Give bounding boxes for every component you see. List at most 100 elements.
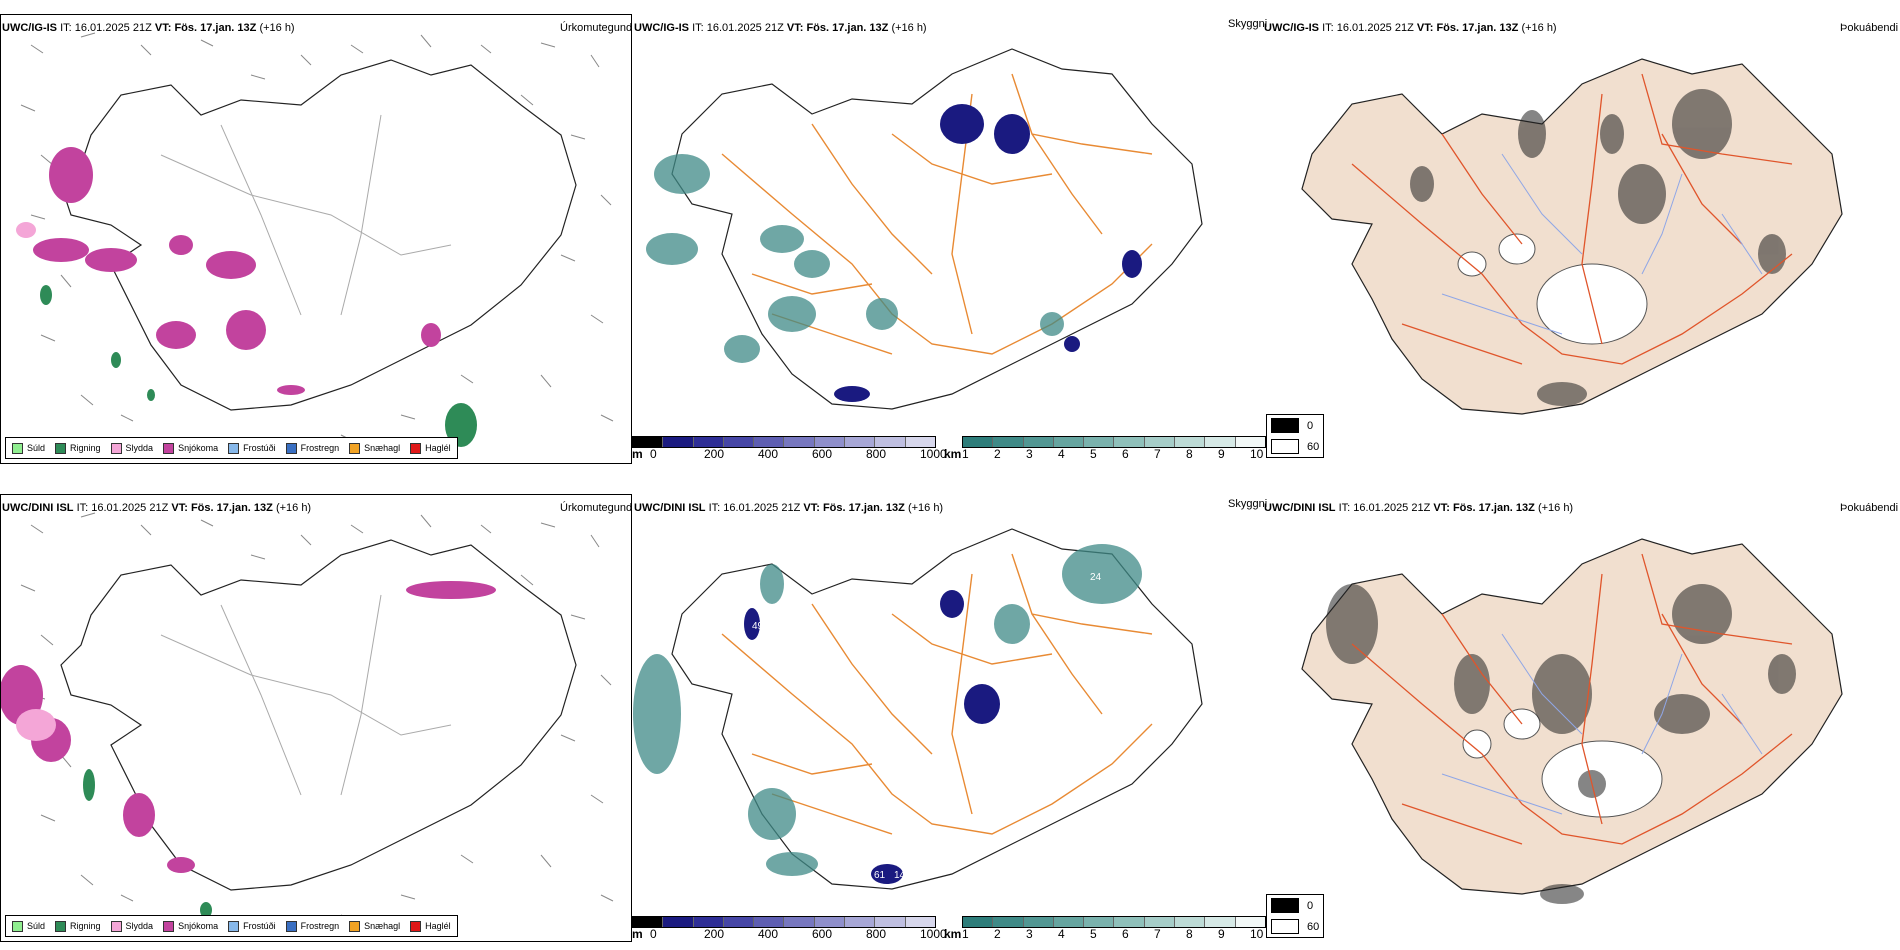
wind-barbs (20, 512, 614, 922)
fog-map-row1 (1301, 58, 1843, 415)
legend-swatch (55, 442, 67, 454)
vis-label: 23 (1142, 264, 1154, 275)
fog-map-row2 (1301, 538, 1843, 904)
colorbar-cell (1175, 917, 1206, 927)
colorbar-cell (693, 437, 724, 447)
scale-tick: 800 (866, 927, 887, 941)
height-colorbar-row1 (632, 436, 936, 448)
header-fog-row2: UWC/DINI ISL IT: 16.01.2025 21Z VT: Fös.… (1264, 502, 1574, 514)
scale-tick: 400 (758, 927, 779, 941)
colorbar-cell (754, 437, 785, 447)
fog-label: 60 (1307, 920, 1320, 933)
fog-legend-row: 60 (1267, 916, 1323, 937)
precip-legend-item: Frostúði (228, 442, 276, 454)
scale-tick: 1000 (920, 447, 947, 461)
colorbar-cell (875, 917, 906, 927)
colorbar-cell (905, 917, 935, 927)
legend-label: Snæhagl (364, 921, 401, 931)
legend-label: Frostúði (243, 443, 276, 453)
visibility-value-labels: 22 12 33 18 23 61 (702, 116, 1154, 397)
legend-swatch (410, 442, 422, 454)
wind-barbs (20, 32, 614, 442)
colorbar-cell (1235, 917, 1265, 927)
colorbar-cell (663, 917, 694, 927)
colorbar-cell (845, 437, 876, 447)
legend-swatch (55, 920, 67, 932)
legend-label: Snjókoma (178, 443, 219, 453)
colorbar-cell (1084, 917, 1115, 927)
fog-areas (1410, 89, 1786, 406)
title-visibility-row2: Skyggni (1228, 498, 1268, 510)
scale-unit: m (632, 927, 643, 941)
scale-tick: 6 (1122, 447, 1129, 461)
colorbar-cell (963, 917, 994, 927)
precip-legend-item: Súld (12, 920, 46, 932)
vis-label: 61 (932, 386, 944, 397)
scale-tick: 5 (1090, 447, 1097, 461)
vis-label: 49 (752, 621, 764, 632)
legend-label: Súld (27, 921, 46, 931)
legend-swatch (163, 920, 175, 932)
scale-tick: 5 (1090, 927, 1097, 941)
scale-tick: 3 (1026, 447, 1033, 461)
colorbar-cell (1114, 437, 1145, 447)
low-visibility (633, 544, 1142, 876)
legend-swatch (228, 920, 240, 932)
legend-label: Haglél (425, 443, 451, 453)
scale-tick: 400 (758, 447, 779, 461)
scale-tick: 200 (704, 447, 725, 461)
vis-label: 18 (1087, 151, 1099, 162)
legend-label: Haglél (425, 921, 451, 931)
precip-legend-item: Snæhagl (349, 442, 400, 454)
colorbar-cell (723, 917, 755, 927)
scale-tick: 2 (994, 927, 1001, 941)
colorbar-cell (1023, 917, 1054, 927)
very-low-visibility (744, 590, 1000, 884)
legend-label: Rigning (70, 443, 101, 453)
colorbar-cell (633, 917, 664, 927)
fog-swatch (1271, 919, 1299, 934)
legend-swatch (410, 920, 422, 932)
fog-label: 0 (1307, 899, 1314, 912)
fog-panel-row2 (1262, 494, 1900, 942)
colorbar-cell (633, 437, 664, 447)
legend-swatch (349, 442, 361, 454)
colorbar-cell (1144, 437, 1176, 447)
rain-areas (40, 285, 477, 447)
scale-tick: 2 (994, 447, 1001, 461)
legend-label: Frostregn (300, 921, 340, 931)
colorbar-cell (814, 917, 846, 927)
header-visibility-row1: UWC/IG-IS IT: 16.01.2025 21Z VT: Fös. 17… (634, 22, 927, 34)
header-visibility-row2: UWC/DINI ISL IT: 16.01.2025 21Z VT: Fös.… (634, 502, 944, 514)
title-fog-row2: Þokuábendi (1840, 502, 1899, 514)
precip-map-row2 (1, 512, 614, 922)
scale-tick: 4 (1058, 927, 1065, 941)
precip-panel-row2: Súld Rigning Slydda Snjókoma Frostúði Frostre… (0, 494, 632, 942)
legend-label: Rigning (70, 921, 101, 931)
fog-swatch (1271, 439, 1299, 454)
colorbar-cell (875, 437, 906, 447)
visibility-panel-row2: 24 12 49 61 14 (632, 494, 1262, 942)
legend-label: Frostúði (243, 921, 276, 931)
visibility-map-row2: 24 12 49 61 14 (633, 528, 1203, 890)
fog-label: 0 (1307, 419, 1314, 432)
legend-swatch (285, 920, 297, 932)
scale-tick: 1 (962, 927, 969, 941)
vis-label: 14 (894, 870, 906, 881)
fog-panel-row1 (1262, 14, 1900, 464)
title-precip-row1: Úrkomutegund (560, 22, 633, 34)
fog-swatch (1271, 898, 1299, 913)
precip-legend-item: Súld (12, 442, 45, 454)
colorbar-cell (784, 917, 815, 927)
rain-areas (83, 769, 212, 918)
legend-swatch (228, 442, 240, 454)
fog-legend-row: 60 (1267, 436, 1323, 457)
scale-tick: 3 (1026, 927, 1033, 941)
scale-tick: 9 (1218, 927, 1225, 941)
scale-tick: 0 (650, 927, 657, 941)
precip-legend-item: Rigning (55, 920, 101, 932)
precip-legend-item: Snjókoma (163, 442, 219, 454)
title-fog-row1: Þokuábendi (1840, 22, 1899, 34)
fog-swatch (1271, 418, 1299, 433)
scale-unit: km (944, 447, 962, 461)
